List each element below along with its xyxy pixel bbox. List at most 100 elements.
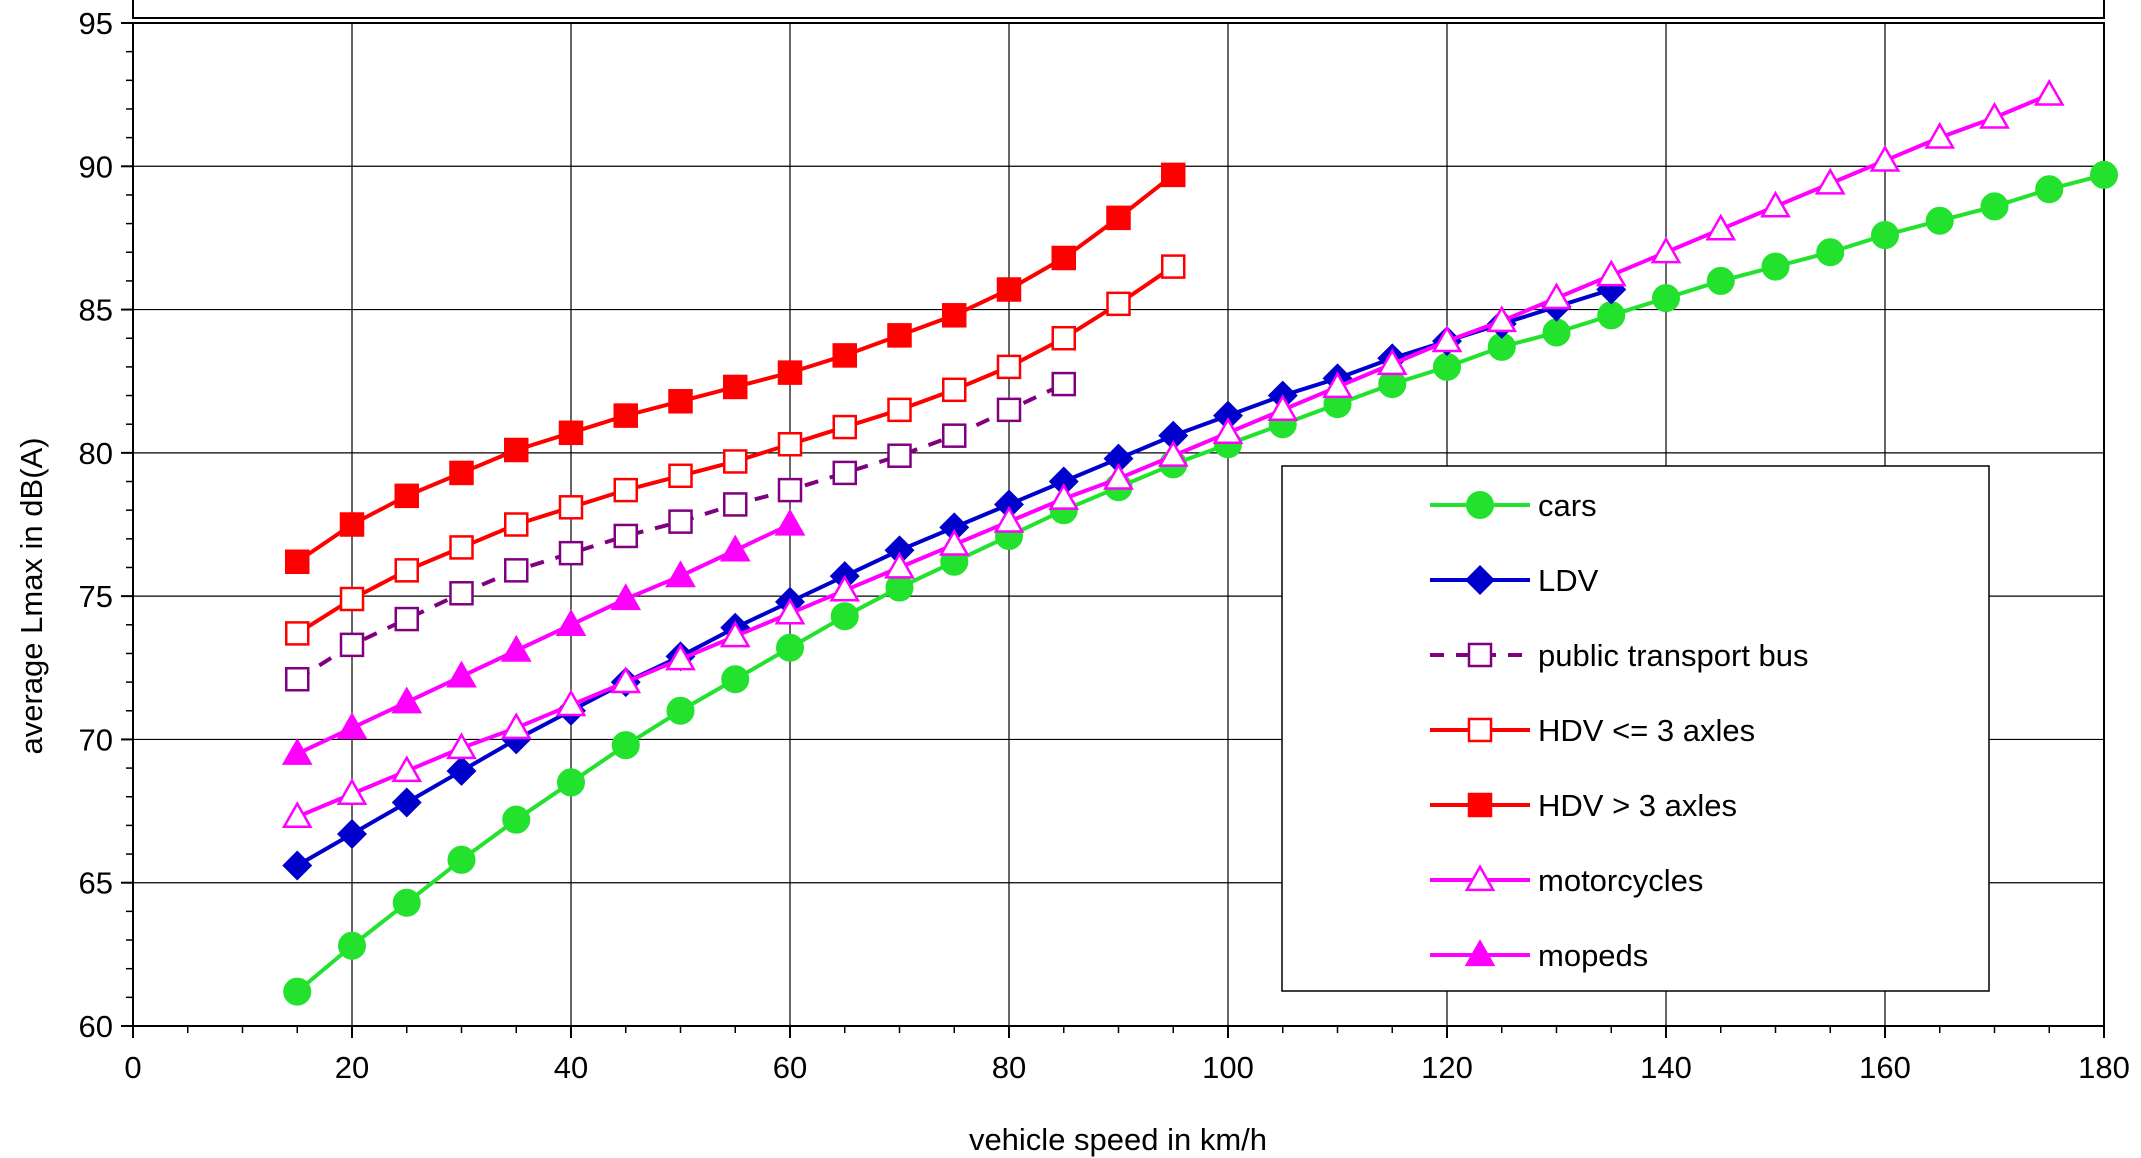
data-point (996, 354, 1022, 380)
legend-label: LDV (1538, 563, 1599, 598)
data-point (723, 374, 748, 400)
x-tick-label: 60 (773, 1050, 807, 1085)
data-point (285, 666, 310, 692)
data-point (504, 512, 529, 537)
data-point (1212, 417, 1244, 444)
data-point (887, 323, 912, 348)
data-point (281, 801, 313, 828)
y-axis-label: average Lmax in dB(A) (14, 437, 49, 754)
data-point (282, 850, 313, 881)
series-motorcycles (281, 78, 2065, 828)
data-point (285, 621, 310, 646)
data-point (832, 343, 857, 368)
legend-marker (1464, 939, 1496, 967)
data-point (391, 787, 422, 818)
x-tick-label: 140 (1640, 1050, 1692, 1085)
series-public-transport-bus (285, 371, 1076, 692)
data-point (719, 534, 751, 562)
data-point (1051, 325, 1076, 351)
data-point (613, 403, 638, 428)
data-point (394, 483, 419, 509)
legend-marker (1467, 642, 1493, 668)
data-point (774, 508, 806, 536)
data-point (777, 360, 803, 385)
data-point (721, 665, 750, 694)
data-point (942, 303, 967, 328)
data-point (1106, 205, 1131, 231)
data-point (449, 460, 474, 486)
data-point (665, 643, 696, 671)
data-point (446, 732, 477, 760)
data-point (502, 805, 531, 834)
series-line (295, 172, 2105, 994)
x-tick-label: 120 (1421, 1050, 1473, 1085)
data-point (558, 540, 584, 566)
data-point (1869, 144, 1901, 172)
data-point (887, 397, 912, 423)
legend-marker (1467, 792, 1493, 818)
data-point (2035, 175, 2064, 204)
data-point (775, 633, 805, 662)
data-point (500, 712, 532, 740)
data-point (830, 602, 859, 631)
data-point (668, 389, 693, 414)
y-tick-label: 85 (79, 293, 113, 328)
data-point (1541, 282, 1572, 310)
legend-entry: public transport bus (1430, 638, 1809, 673)
data-point (996, 397, 1022, 423)
legend-marker (1465, 565, 1495, 595)
x-tick-label: 100 (1202, 1050, 1254, 1085)
data-point (446, 660, 477, 688)
series-hdv-3-axles (285, 162, 1186, 575)
data-point (832, 460, 857, 486)
data-point (1161, 254, 1186, 279)
data-point (1814, 167, 1846, 195)
data-point (832, 414, 857, 440)
legend-entry: HDV > 3 axles (1430, 788, 1737, 823)
series-hdv-3-axles (285, 254, 1186, 646)
data-point (1431, 325, 1463, 353)
y-tick-label: 65 (79, 866, 113, 901)
legend-entry: mopeds (1430, 938, 1648, 973)
data-point (555, 689, 587, 717)
series-mopeds (281, 508, 806, 765)
data-point (1597, 301, 1626, 330)
data-point (1595, 259, 1627, 287)
data-point (942, 423, 967, 448)
data-point (1106, 291, 1131, 317)
data-point (336, 712, 368, 740)
data-point (1979, 101, 2010, 129)
legend-marker (1465, 490, 1495, 520)
data-point (613, 523, 638, 549)
data-point (777, 477, 803, 503)
data-point (829, 574, 861, 602)
data-point (938, 528, 970, 556)
data-point (1705, 213, 1737, 241)
legend-entry: HDV <= 3 axles (1430, 713, 1755, 748)
data-point (1650, 236, 1682, 264)
data-point (668, 463, 693, 489)
data-point (884, 551, 915, 579)
data-point (504, 558, 529, 583)
data-point (556, 768, 586, 797)
x-tick-label: 0 (124, 1050, 141, 1085)
legend-label: public transport bus (1538, 638, 1809, 673)
top-banner-box (132, 0, 2105, 19)
data-point (1322, 371, 1353, 399)
data-point (504, 437, 529, 463)
data-point (993, 505, 1025, 533)
y-tick-label: 75 (79, 579, 113, 614)
data-point (1048, 482, 1080, 510)
data-point (281, 738, 313, 765)
y-tick-label: 70 (79, 722, 113, 757)
axes (121, 22, 2105, 1038)
series-line (296, 522, 791, 756)
y-tick-label: 90 (79, 149, 113, 184)
data-point (558, 420, 584, 446)
legend-entry: motorcycles (1430, 863, 1703, 898)
data-point (339, 632, 365, 658)
data-point (447, 845, 476, 874)
data-point (668, 509, 693, 534)
data-point (446, 755, 477, 786)
legend-label: motorcycles (1538, 863, 1703, 898)
